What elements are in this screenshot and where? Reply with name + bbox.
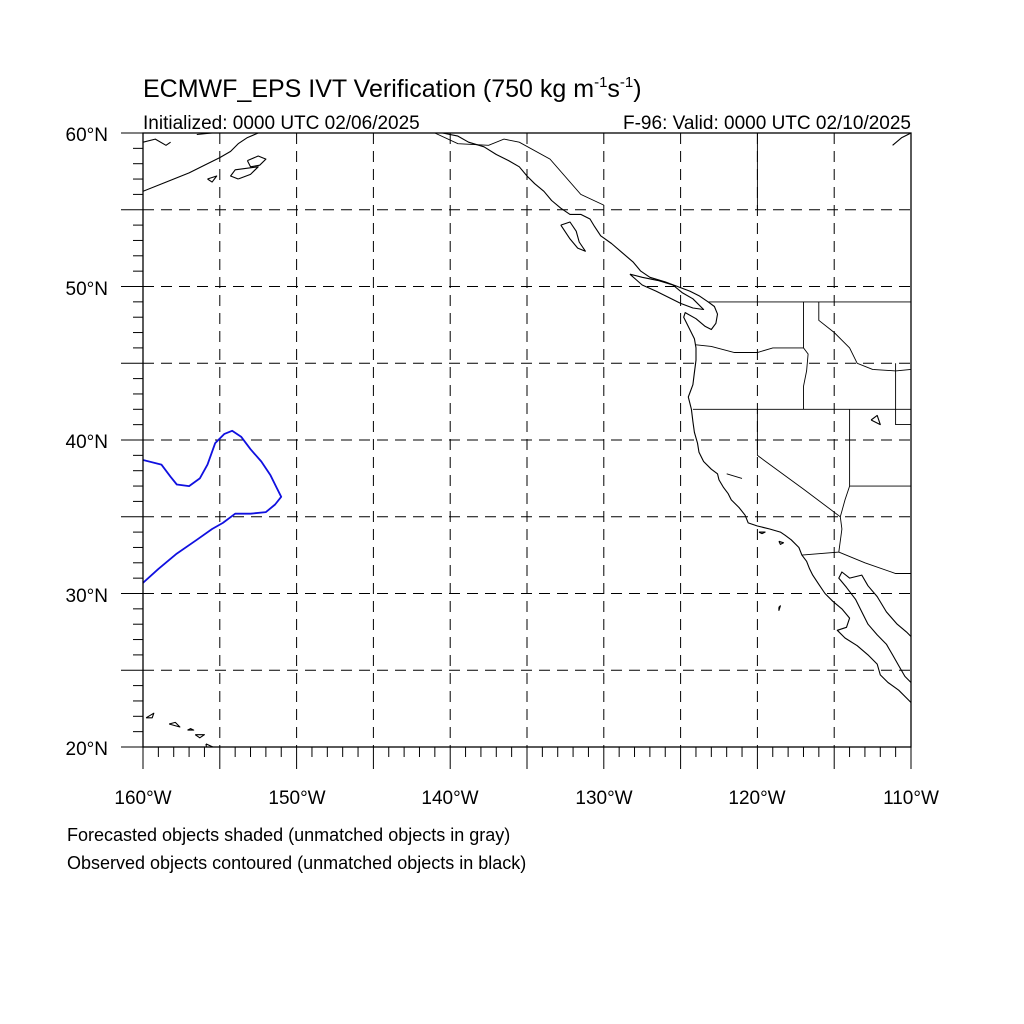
footnote-forecast: Forecasted objects shaded (unmatched obj… [67,825,510,845]
border-line [434,133,604,206]
lon-label-140w: 140°W [421,788,478,809]
border-line [695,344,804,353]
valid-time-label: F-96: Valid: 0000 UTC 02/10/2025 [623,113,911,134]
lon-label-160w: 160°W [114,788,171,809]
border-line [803,301,809,410]
coastline [168,721,181,728]
init-time-label: Initialized: 0000 UTC 02/06/2025 [143,113,420,134]
coastline [194,734,205,739]
border-line [849,409,911,487]
title-main: ECMWF_EPS IVT Verification (750 kg m [143,75,594,103]
observed-objects [143,429,283,584]
lat-label-40n: 40°N [66,432,108,453]
map-title: ECMWF_EPS IVT Verification (750 kg m-1s-… [143,74,642,103]
lon-label-110w: 110°W [883,788,939,809]
coastline [207,175,218,183]
political-borders [434,133,911,574]
lat-label-30n: 30°N [66,586,108,607]
observed-object-contour [143,429,283,584]
coastline [187,728,195,731]
coastline [145,712,155,719]
coastline [892,133,911,146]
coastline [205,743,215,747]
coastline [629,273,705,311]
border-line [756,409,841,518]
lat-label-20n: 20°N [66,739,108,760]
coastline [838,571,911,683]
coastline [442,133,911,703]
lat-label-50n: 50°N [66,279,108,300]
coastline [778,540,785,545]
grid-lines [143,133,911,747]
map-layer [143,133,911,747]
border-line [895,363,911,426]
border-line [801,485,851,556]
border-line [726,473,743,479]
border-line [818,301,911,372]
coastline [758,531,766,535]
plot-frame [142,132,912,748]
border-line [838,551,911,574]
axis-ticks [121,132,912,769]
coastline [778,605,781,611]
lon-label-130w: 130°W [575,788,632,809]
coastline [560,221,586,252]
coastline [246,155,267,168]
coastline [870,414,881,426]
lon-label-120w: 120°W [728,788,785,809]
coastlines [143,133,911,747]
lon-label-150w: 150°W [268,788,325,809]
title-sup1: -1 [594,74,607,91]
lat-label-60n: 60°N [66,125,108,146]
title-mid: s [607,75,620,103]
title-sup2: -1 [620,74,633,91]
coastline [143,133,259,192]
footnote-observed: Observed objects contoured (unmatched ob… [67,853,526,873]
coastline [143,138,171,146]
coastline [230,166,259,180]
title-end: ) [633,75,641,103]
